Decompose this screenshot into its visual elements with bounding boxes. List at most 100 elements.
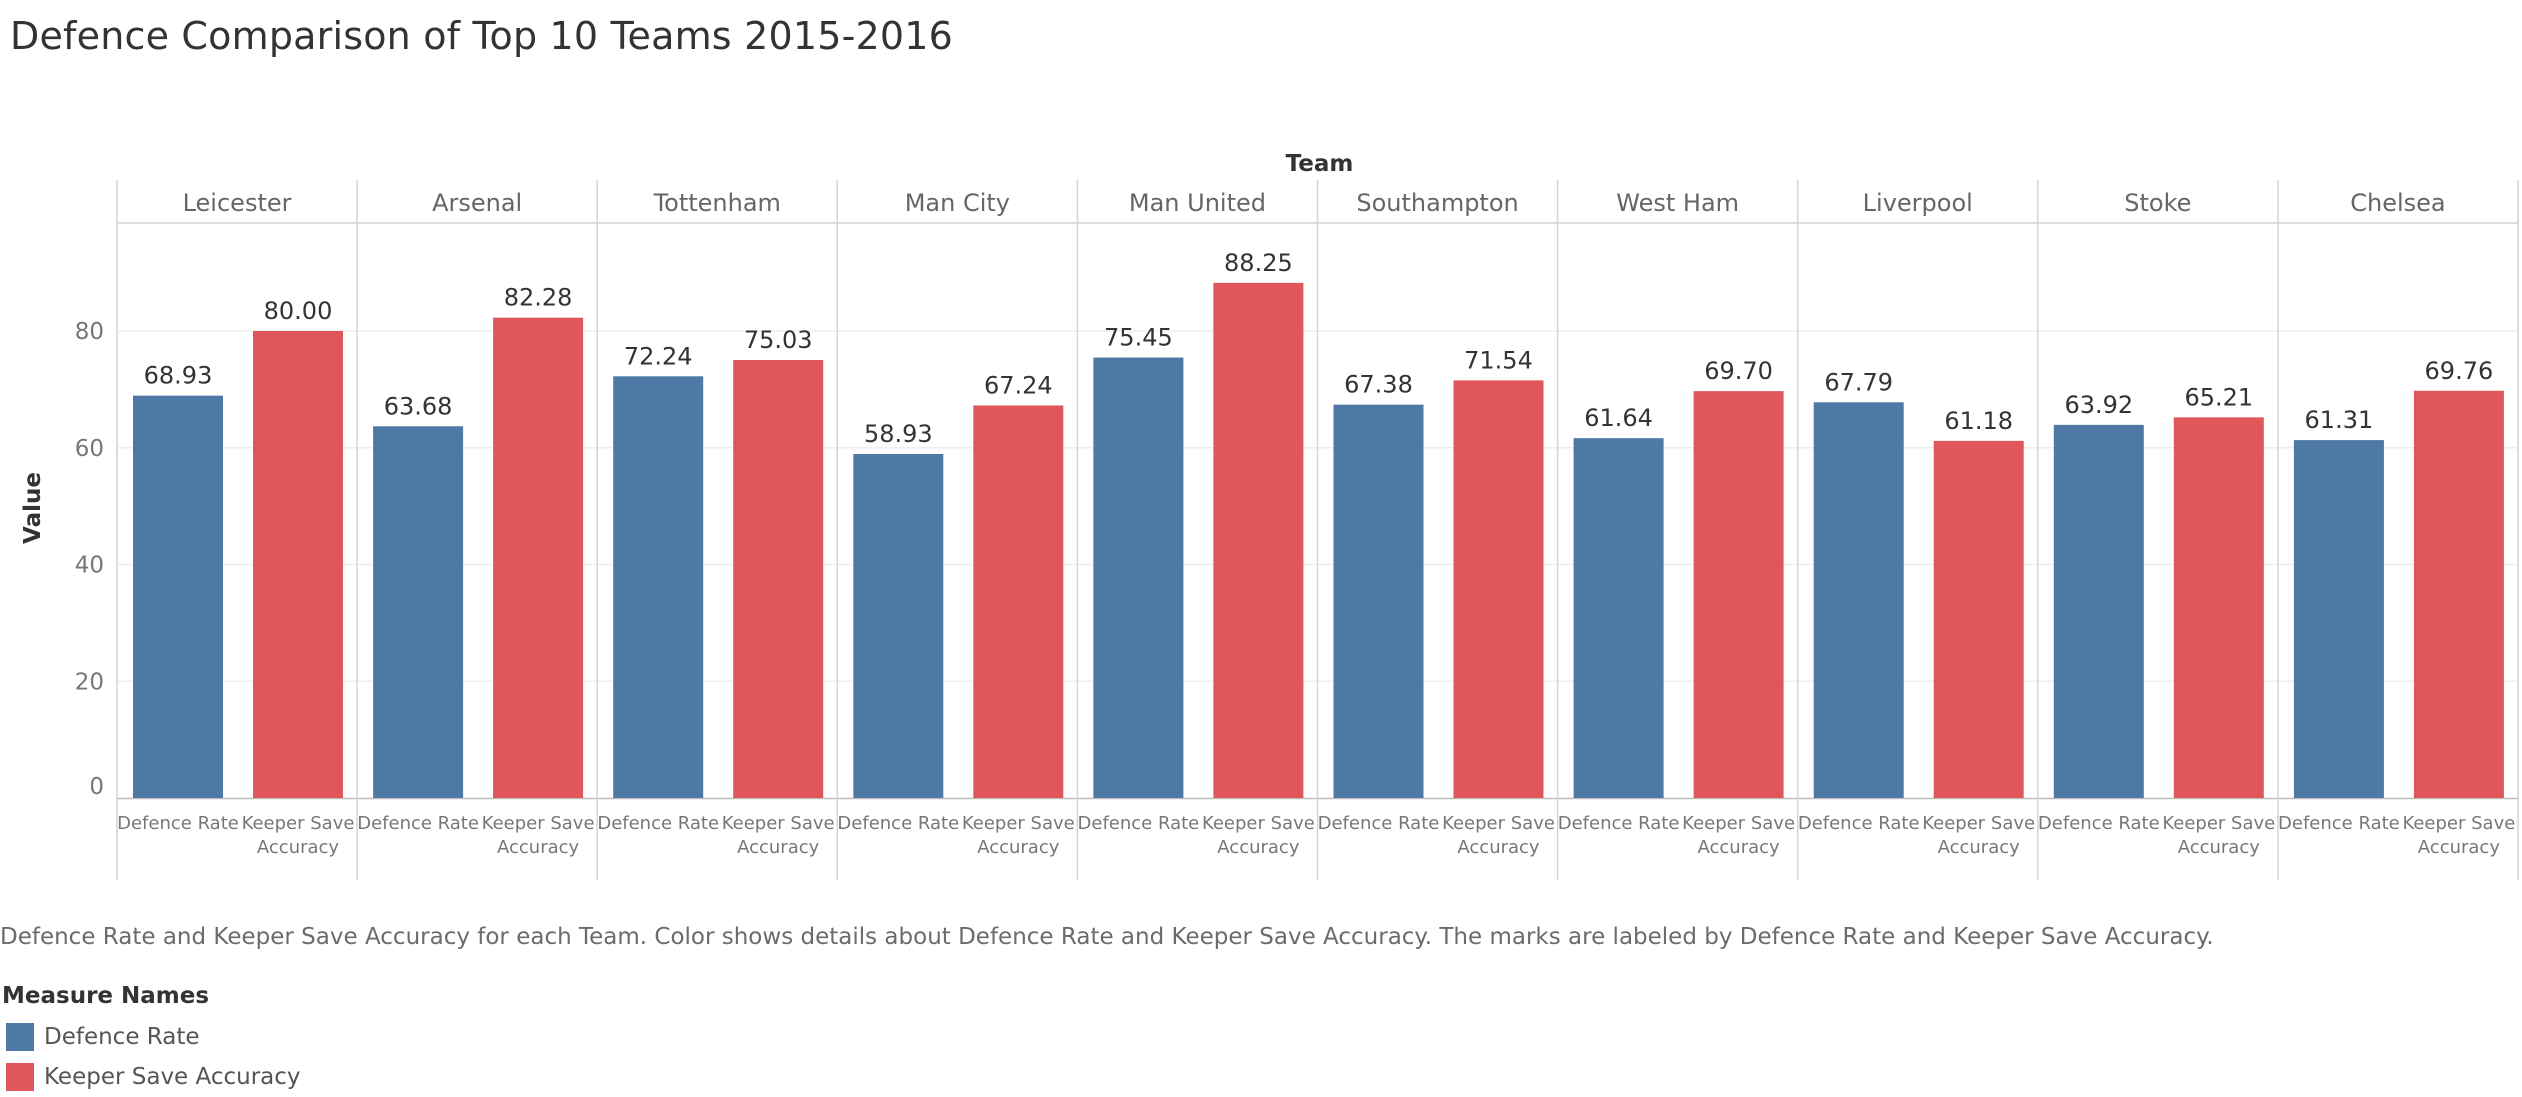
- y-tick-label: 20: [75, 669, 104, 695]
- data-label: 67.24: [984, 371, 1053, 399]
- category-label: Accuracy: [257, 837, 340, 858]
- bar: [853, 453, 944, 798]
- data-label: 72.24: [624, 342, 693, 370]
- data-label: 61.18: [1944, 407, 2013, 435]
- category-label: Accuracy: [2178, 837, 2261, 858]
- legend: Measure Names Defence Rate Keeper Save A…: [0, 983, 301, 1097]
- category-label: Defence Rate: [2038, 813, 2160, 834]
- category-label: Defence Rate: [117, 813, 239, 834]
- category-label: Defence Rate: [837, 813, 959, 834]
- category-label: Keeper Save: [1442, 813, 1555, 834]
- category-label: Accuracy: [497, 837, 580, 858]
- legend-swatch-keeper-save-accuracy: [6, 1063, 34, 1091]
- bar: [2413, 390, 2504, 798]
- data-label: 69.70: [1704, 357, 1773, 385]
- team-header: Leicester: [183, 189, 292, 217]
- category-label: Defence Rate: [1558, 813, 1680, 834]
- chart-frame: [116, 180, 2519, 880]
- category-label: Defence Rate: [2278, 813, 2400, 834]
- data-label: 61.64: [1584, 404, 1653, 432]
- bar-chart: Team Leicester Arsenal Tottenham Man City Man…: [20, 151, 2519, 880]
- team-headers: Team Leicester Arsenal Tottenham Man City Man…: [183, 151, 2446, 217]
- legend-item-defence-rate[interactable]: Defence Rate: [0, 1017, 301, 1057]
- category-label: Accuracy: [1938, 837, 2021, 858]
- chart-title: Defence Comparison of Top 10 Teams 2015-…: [10, 14, 954, 58]
- category-label: Keeper Save: [722, 813, 835, 834]
- category-label: Defence Rate: [597, 813, 719, 834]
- category-label: Keeper Save: [1922, 813, 2035, 834]
- category-label: Keeper Save: [1202, 813, 1315, 834]
- legend-swatch-defence-rate: [6, 1023, 34, 1051]
- bar: [1213, 282, 1304, 798]
- category-label: Accuracy: [1217, 837, 1300, 858]
- data-label: 65.21: [2184, 383, 2253, 411]
- data-label: 67.38: [1344, 371, 1413, 399]
- data-label: 61.31: [2305, 406, 2374, 434]
- data-label: 58.93: [864, 420, 933, 448]
- team-header: Tottenham: [653, 189, 781, 217]
- team-header: Chelsea: [2350, 189, 2445, 217]
- legend-item-keeper-save-accuracy[interactable]: Keeper Save Accuracy: [0, 1057, 301, 1097]
- team-header: Arsenal: [432, 189, 522, 217]
- team-header: Man City: [905, 189, 1010, 217]
- data-label: 63.68: [384, 392, 453, 420]
- data-label: 67.79: [1824, 368, 1893, 396]
- legend-label: Defence Rate: [44, 1024, 200, 1050]
- data-label: 69.76: [2425, 357, 2494, 385]
- data-label: 75.45: [1104, 324, 1173, 352]
- team-header: Stoke: [2124, 189, 2191, 217]
- y-tick-label: 60: [75, 436, 104, 462]
- category-label: Keeper Save: [2162, 813, 2275, 834]
- legend-label: Keeper Save Accuracy: [44, 1064, 301, 1090]
- bar: [133, 395, 223, 798]
- data-labels: 68.93 80.00 63.68 82.28 72.24 75.03 58.93 67.24…: [144, 249, 2494, 448]
- data-label: 82.28: [504, 284, 573, 312]
- bar: [2173, 417, 2264, 798]
- category-label: Accuracy: [977, 837, 1060, 858]
- team-header: West Ham: [1616, 189, 1739, 217]
- legend-title: Measure Names: [2, 983, 210, 1009]
- category-label: Defence Rate: [1798, 813, 1920, 834]
- team-header: Southampton: [1356, 189, 1518, 217]
- bar: [1813, 402, 1904, 798]
- data-label: 68.93: [144, 362, 213, 390]
- bar: [1693, 391, 1784, 798]
- bar: [493, 317, 584, 798]
- category-label: Defence Rate: [1078, 813, 1200, 834]
- category-label: Keeper Save: [1682, 813, 1795, 834]
- bar: [1933, 440, 2024, 798]
- bar: [973, 405, 1064, 798]
- category-label: Accuracy: [1457, 837, 1540, 858]
- bar: [1453, 380, 1544, 798]
- category-label: Keeper Save: [2402, 813, 2515, 834]
- category-label: Keeper Save: [242, 813, 355, 834]
- category-label: Keeper Save: [482, 813, 595, 834]
- bar: [253, 331, 343, 798]
- category-label: Defence Rate: [1318, 813, 1440, 834]
- bar: [2053, 424, 2144, 798]
- bar: [373, 426, 464, 798]
- bars: [133, 282, 2504, 798]
- bar: [1333, 404, 1424, 798]
- y-tick-label: 40: [75, 553, 104, 579]
- category-label: Accuracy: [2418, 837, 2501, 858]
- bar: [1093, 357, 1184, 798]
- data-label: 80.00: [264, 297, 333, 325]
- bar: [1573, 438, 1664, 798]
- team-header: Liverpool: [1863, 189, 1973, 217]
- bar: [613, 376, 704, 798]
- chart-caption: Defence Rate and Keeper Save Accuracy fo…: [0, 924, 2214, 950]
- data-label: 63.92: [2064, 391, 2133, 419]
- y-tick-label: 0: [89, 774, 104, 800]
- category-label: Defence Rate: [357, 813, 479, 834]
- data-label: 71.54: [1464, 346, 1533, 374]
- category-label: Keeper Save: [962, 813, 1075, 834]
- bar: [2293, 440, 2384, 798]
- data-label: 75.03: [744, 326, 813, 354]
- data-label: 88.25: [1224, 249, 1293, 277]
- y-axis-label: Value: [20, 472, 46, 544]
- bar: [733, 360, 824, 798]
- category-label: Accuracy: [737, 837, 820, 858]
- category-label: Accuracy: [1698, 837, 1781, 858]
